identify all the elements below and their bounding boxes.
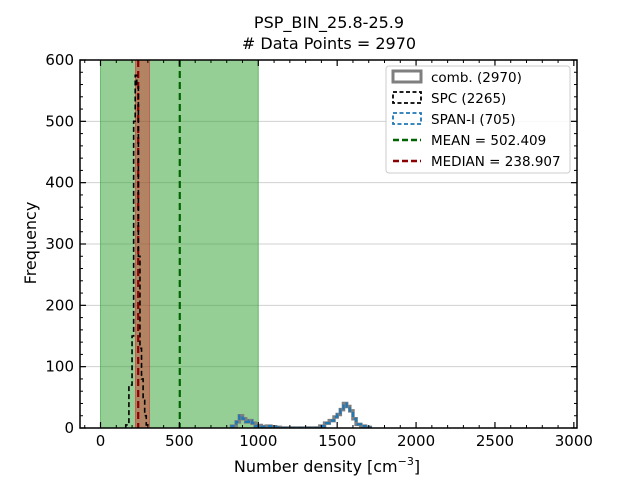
y-tick-label-4: 400 [45,174,74,192]
series-0-step [124,74,149,428]
plot-area: 0 500 1000 1500 2000 2500 3000 0 100 200 300 400 500… [45,51,593,450]
y-tick-label-6: 600 [45,51,74,69]
legend-swatch-2 [392,112,422,125]
legend-label-1: SPC (2265) [431,91,506,107]
plot-inner [80,60,577,428]
legend: comb. (2970) SPC (2265) SPAN-I (705) MEAN =… [385,65,571,174]
chart-title-line1: PSP_BIN_25.8-25.9 [254,13,404,33]
y-tick-label-5: 500 [45,112,74,130]
y-tick-label-0: 0 [64,419,74,437]
x-axis-label-end: ] [414,457,420,476]
legend-label-3: MEAN = 502.409 [431,133,546,149]
x-axis-label-main: Number density [cm [234,457,398,476]
x-tick-label-4: 2000 [397,432,435,450]
chart-title-line2: # Data Points = 2970 [242,34,416,53]
y-axis-label: Frequency [21,202,40,285]
x-tick-label-0: 0 [96,432,106,450]
legend-label-0: comb. (2970) [431,70,522,86]
x-tick-label-6: 3000 [555,432,593,450]
x-tick-label-2: 1000 [239,432,277,450]
x-tick-label-5: 2500 [476,432,514,450]
y-tick-label-3: 300 [45,235,74,253]
legend-swatch-0 [391,69,423,84]
x-axis-label-exponent: −3 [398,455,414,468]
x-tick-label-3: 1500 [318,432,356,450]
legend-swatch-1 [392,91,422,104]
x-axis-label: Number density [cm−3] [234,455,420,476]
y-tick-label-2: 200 [45,296,74,314]
legend-label-2: SPAN-I (705) [431,112,516,128]
legend-box [385,65,571,174]
legend-label-4: MEDIAN = 238.907 [431,154,561,170]
x-tick-label-1: 500 [165,432,194,450]
y-tick-label-1: 100 [45,358,74,376]
series-1-step [230,402,372,428]
